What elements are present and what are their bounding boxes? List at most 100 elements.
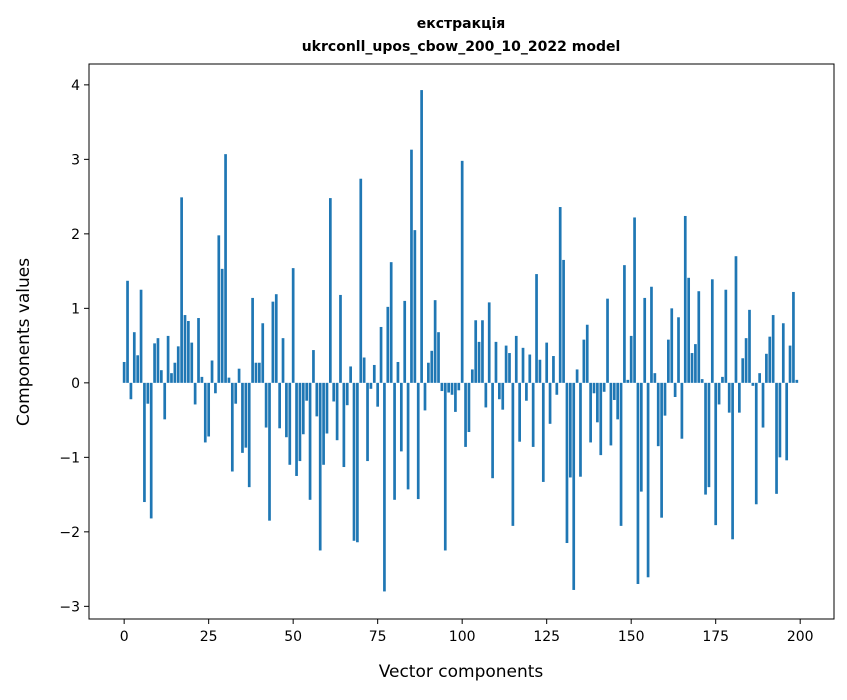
x-tick-label: 150 <box>618 629 645 645</box>
bar-86 <box>413 230 417 383</box>
bar-40 <box>258 362 261 383</box>
bar-42 <box>264 382 268 428</box>
bar-108 <box>487 302 491 383</box>
bar-143 <box>606 298 609 383</box>
bar-79 <box>389 262 393 383</box>
bar-69 <box>356 382 359 543</box>
bar-118 <box>521 347 525 383</box>
bar-128 <box>555 382 559 395</box>
bar-27 <box>214 382 217 394</box>
bar-28 <box>217 235 221 383</box>
bar-129 <box>558 207 562 383</box>
bar-110 <box>494 341 498 383</box>
bar-33 <box>234 382 238 404</box>
bar-144 <box>609 382 613 446</box>
bar-178 <box>724 289 728 383</box>
bar-36 <box>244 382 248 448</box>
bar-11 <box>159 370 163 383</box>
bar-132 <box>568 382 572 478</box>
bar-152 <box>636 382 640 584</box>
bar-183 <box>741 358 745 383</box>
bar-153 <box>639 382 643 492</box>
y-tick-label: 1 <box>71 301 80 317</box>
bar-122 <box>535 274 538 383</box>
bar-9 <box>153 343 156 383</box>
y-tick-label: 3 <box>71 152 80 168</box>
bar-15 <box>173 362 177 383</box>
bar-38 <box>251 297 254 383</box>
bar-1 <box>126 280 129 383</box>
bar-19 <box>187 321 190 383</box>
bar-136 <box>582 339 586 383</box>
bar-173 <box>707 382 711 488</box>
bar-17 <box>180 197 183 383</box>
chart-title: екстракція <box>417 16 506 32</box>
bar-93 <box>437 332 440 383</box>
x-tick-label: 100 <box>449 629 476 645</box>
bar-181 <box>734 256 738 383</box>
bar-164 <box>677 317 680 383</box>
bar-96 <box>447 382 451 393</box>
bar-84 <box>406 382 410 490</box>
bar-44 <box>271 301 275 383</box>
bar-189 <box>761 382 765 428</box>
bar-168 <box>690 353 694 383</box>
bar-32 <box>230 382 234 472</box>
bar-130 <box>562 259 565 383</box>
x-tick-label: 200 <box>787 629 814 645</box>
bar-172 <box>704 382 707 495</box>
y-tick-label: 4 <box>71 78 80 94</box>
x-tick-label: 125 <box>533 629 560 645</box>
bar-54 <box>305 382 309 401</box>
bar-30 <box>224 154 227 383</box>
bar-145 <box>612 382 616 400</box>
bar-91 <box>430 350 434 383</box>
bar-24 <box>203 382 207 443</box>
bar-184 <box>744 338 748 383</box>
x-tick-label: 25 <box>200 629 218 645</box>
bar-188 <box>758 373 761 383</box>
bar-64 <box>339 294 342 383</box>
bar-41 <box>261 323 265 383</box>
bar-187 <box>754 382 758 505</box>
bar-68 <box>352 382 356 541</box>
bar-112 <box>501 382 505 410</box>
bar-95 <box>443 382 447 551</box>
bar-195 <box>781 323 785 383</box>
bar-5 <box>139 289 143 383</box>
bar-99 <box>457 382 461 391</box>
bar-7 <box>146 382 150 404</box>
y-tick-label: −1 <box>59 450 80 466</box>
bar-102 <box>467 382 471 433</box>
bar-87 <box>416 382 420 500</box>
bar-119 <box>525 382 528 401</box>
bar-138 <box>589 382 592 443</box>
bar-166 <box>683 215 687 383</box>
bar-160 <box>663 382 667 416</box>
bar-170 <box>697 291 701 383</box>
bar-6 <box>143 382 146 503</box>
bar-191 <box>768 336 772 383</box>
bar-18 <box>183 315 187 383</box>
bar-60 <box>325 382 329 434</box>
bar-75 <box>376 382 380 407</box>
bar-155 <box>646 382 650 578</box>
bar-161 <box>667 339 670 383</box>
bar-53 <box>301 382 305 435</box>
bar-82 <box>399 382 403 452</box>
x-tick-label: 0 <box>120 629 129 645</box>
y-axis-label: Components values <box>14 258 34 426</box>
bar-10 <box>156 338 160 383</box>
bar-25 <box>207 382 211 437</box>
bar-134 <box>575 369 579 383</box>
bar-141 <box>599 382 603 456</box>
bar-159 <box>660 382 663 518</box>
bar-115 <box>511 382 515 526</box>
bar-109 <box>491 382 494 479</box>
bar-147 <box>619 382 623 526</box>
bar-151 <box>633 217 636 383</box>
bar-190 <box>765 353 768 383</box>
bar-55 <box>308 382 312 500</box>
bar-71 <box>362 357 366 383</box>
bar-179 <box>727 382 731 413</box>
